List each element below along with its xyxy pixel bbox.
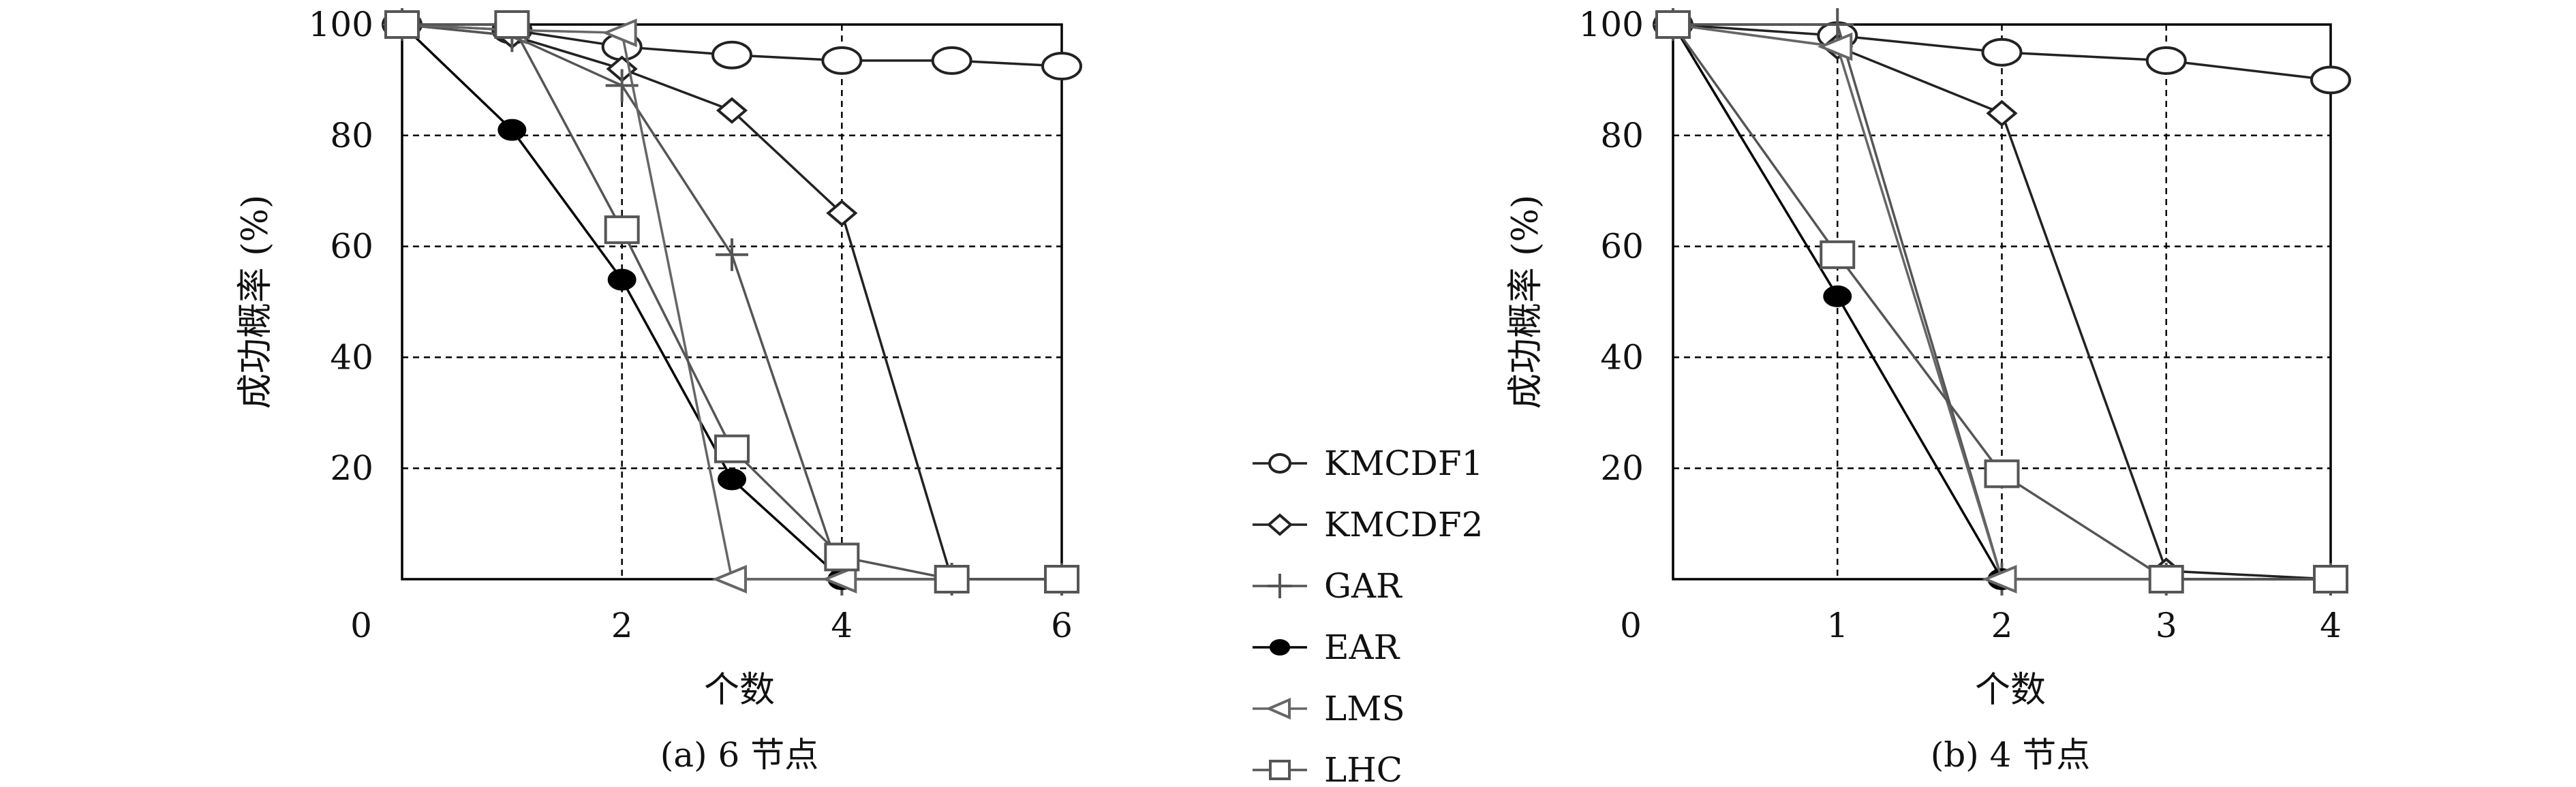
panel-b-point-gar-1 bbox=[1821, 8, 1854, 41]
panel-a-y-axis-label: 成功概率 (%) bbox=[235, 195, 276, 410]
legend-entry-lhc: LHC bbox=[1253, 750, 1402, 787]
panel-b-point-lhc-3 bbox=[2148, 565, 2184, 593]
panel-b-y-tick-label-40: 40 bbox=[1600, 337, 1644, 377]
panel-a-point-kmcdf2-3 bbox=[716, 97, 748, 124]
panel-a-y-tick-label-40: 40 bbox=[330, 337, 373, 377]
panel-b-y-tick-label-100: 100 bbox=[1579, 5, 1644, 44]
legend-label-gar: GAR bbox=[1324, 566, 1402, 606]
panel-b-y-tick-label-20: 20 bbox=[1600, 448, 1644, 488]
panel-b-point-kmcdf2-2 bbox=[1986, 99, 2018, 127]
panel-b-x-tick-label-2: 2 bbox=[1991, 606, 2013, 645]
panel-a-point-lms-2 bbox=[602, 18, 637, 48]
panel-a-point-ear-2 bbox=[607, 268, 637, 291]
panel-a-x-axis-label: 个数 bbox=[704, 670, 775, 711]
panel-a-point-ear-1 bbox=[497, 119, 527, 141]
panel-b: (b) 4 节点 个数 成功概率 (%) 0 20 40 60 80 100 1 2 3 4 bbox=[1505, 5, 2351, 775]
panel-a-point-kmcdf1-6 bbox=[1041, 52, 1082, 81]
panel-b-point-lhc-2 bbox=[1984, 459, 2020, 489]
panel-a-y-tick-label-0: 0 bbox=[350, 606, 372, 645]
panel-a-point-lhc-2 bbox=[604, 215, 640, 245]
panel-b-series-lhc bbox=[1655, 10, 2348, 593]
panel-b-point-lhc-4 bbox=[2313, 565, 2348, 593]
panel-b-y-axis-label: 成功概率 (%) bbox=[1505, 195, 1546, 410]
legend: KMCDF1 KMCDF2 GAR EAR LMS LHC bbox=[1253, 444, 1483, 787]
panel-a-point-lms-3 bbox=[711, 565, 747, 593]
panel-b-x-tick-label-1: 1 bbox=[1826, 606, 1848, 645]
legend-label-kmcdf1: KMCDF1 bbox=[1324, 444, 1483, 483]
panel-a-series-kmcdf1 bbox=[382, 10, 1082, 81]
panel-a-point-kmcdf1-5 bbox=[931, 46, 972, 75]
panel-a-series-lhc bbox=[384, 10, 1079, 593]
legend-marker-lhc bbox=[1269, 760, 1291, 780]
panel-a-point-gar-3 bbox=[716, 238, 748, 271]
panel-a: (a) 6 节点 个数 成功概率 (%) 0 20 40 60 80 100 2 4 6 bbox=[235, 5, 1082, 775]
panel-b-x-axis-label: 个数 bbox=[1975, 670, 2046, 711]
panel-a-point-kmcdf1-4 bbox=[821, 46, 863, 75]
panel-a-series-gar bbox=[386, 8, 1078, 596]
panel-b-y-tick-label-60: 60 bbox=[1600, 227, 1644, 266]
panel-a-point-kmcdf2-4 bbox=[826, 200, 858, 227]
legend-entry-kmcdf2: KMCDF2 bbox=[1253, 505, 1483, 544]
panel-b-point-kmcdf1-4 bbox=[2310, 65, 2351, 95]
panel-b-point-lms-1 bbox=[1817, 32, 1853, 61]
panel-b-point-kmcdf1-3 bbox=[2145, 46, 2187, 75]
legend-marker-kmcdf2 bbox=[1266, 513, 1293, 536]
panel-b-x-tick-label-4: 4 bbox=[2320, 606, 2342, 645]
panel-b-y-tick-label-0: 0 bbox=[1620, 606, 1642, 645]
panel-a-y-tick-label-80: 80 bbox=[330, 116, 373, 155]
panel-a-point-lhc-0 bbox=[384, 10, 420, 39]
legend-marker-lms bbox=[1265, 697, 1291, 720]
panel-b-x-tick-label-3: 3 bbox=[2156, 606, 2177, 645]
legend-label-ear: EAR bbox=[1324, 628, 1400, 667]
panel-a-point-lhc-4 bbox=[824, 542, 860, 572]
legend-label-lms: LMS bbox=[1324, 689, 1405, 728]
panel-a-x-tick-label-4: 4 bbox=[831, 606, 853, 645]
panel-a-point-lhc-3 bbox=[714, 434, 750, 463]
panel-b-point-ear-1 bbox=[1823, 285, 1852, 307]
legend-label-kmcdf2: KMCDF2 bbox=[1324, 505, 1483, 544]
panel-a-y-tick-label-60: 60 bbox=[330, 227, 373, 266]
panel-b-point-lhc-0 bbox=[1655, 10, 1691, 39]
panel-a-point-lhc-6 bbox=[1044, 565, 1079, 593]
legend-entry-kmcdf1: KMCDF1 bbox=[1253, 444, 1483, 483]
panel-b-point-lms-2 bbox=[1982, 565, 2017, 593]
legend-entry-ear: EAR bbox=[1253, 628, 1400, 667]
panel-a-subtitle: (a) 6 节点 bbox=[660, 735, 818, 775]
legend-marker-gar bbox=[1268, 574, 1292, 598]
panel-a-point-lms-4 bbox=[822, 565, 857, 593]
panel-b-y-tick-label-80: 80 bbox=[1600, 116, 1644, 155]
legend-entry-gar: GAR bbox=[1253, 566, 1402, 606]
panel-b-point-kmcdf1-2 bbox=[1981, 37, 2023, 67]
panel-a-x-tick-label-2: 2 bbox=[611, 606, 633, 645]
panel-a-x-tick-label-6: 6 bbox=[1051, 606, 1073, 645]
panel-b-series-lms bbox=[1653, 10, 2346, 593]
legend-entry-lms: LMS bbox=[1253, 689, 1405, 728]
legend-label-lhc: LHC bbox=[1324, 750, 1402, 784]
panel-a-point-ear-3 bbox=[718, 468, 746, 491]
panel-a-point-lhc-5 bbox=[934, 565, 970, 593]
legend-marker-kmcdf1 bbox=[1268, 453, 1291, 474]
panel-b-subtitle: (b) 4 节点 bbox=[1931, 735, 2091, 775]
panel-b-point-lhc-1 bbox=[1820, 240, 1856, 269]
panel-a-y-tick-label-20: 20 bbox=[330, 448, 373, 488]
panel-a-y-tick-label-100: 100 bbox=[309, 5, 373, 44]
legend-marker-ear bbox=[1270, 639, 1290, 655]
panel-a-point-lhc-1 bbox=[494, 10, 530, 39]
panel-a-series-kmcdf2 bbox=[386, 11, 1078, 593]
panel-a-point-kmcdf1-3 bbox=[711, 40, 752, 70]
